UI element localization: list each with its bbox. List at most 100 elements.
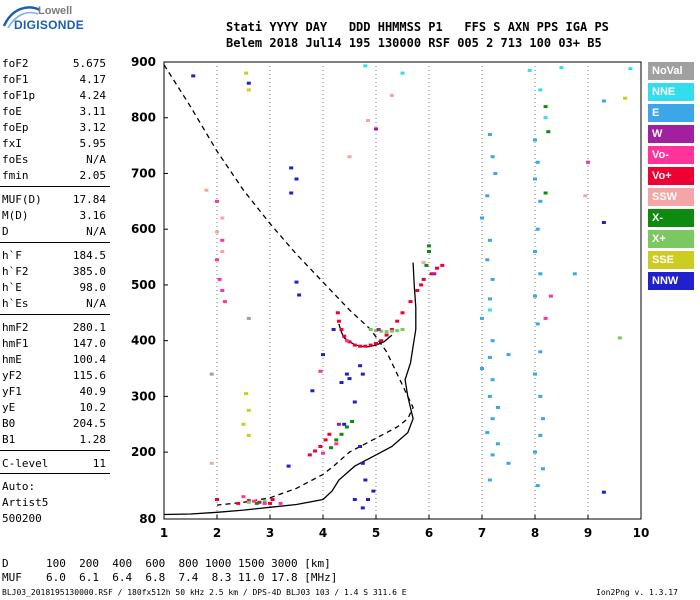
param-name: B0	[2, 417, 16, 430]
data-point	[506, 353, 511, 357]
data-point	[490, 378, 495, 382]
data-point	[400, 328, 405, 331]
param-row: hmF1 147.0	[2, 337, 106, 351]
param-row: B0 204.5	[2, 417, 106, 431]
legend-item: W	[648, 125, 694, 143]
data-point	[487, 297, 492, 301]
param-row: h`E 98.0	[2, 281, 106, 295]
param-value: 280.1	[72, 321, 106, 334]
plot-frame	[163, 61, 642, 520]
param-divider	[0, 242, 110, 243]
data-point	[490, 277, 495, 281]
data-point	[490, 155, 495, 159]
legend-item: X+	[648, 230, 694, 248]
data-point	[360, 461, 365, 465]
data-point	[533, 294, 537, 298]
data-point	[419, 283, 424, 287]
y-tick-label: 400	[131, 334, 156, 348]
data-point	[527, 68, 532, 72]
data-point	[310, 389, 315, 393]
data-point	[376, 328, 381, 331]
auto-label: Auto:	[2, 480, 36, 493]
data-point	[363, 478, 368, 482]
data-point	[352, 400, 357, 404]
data-point	[546, 130, 551, 134]
param-row: foF2 5.675	[2, 57, 106, 71]
param-row: C-level 11	[2, 457, 106, 471]
data-point	[336, 422, 341, 426]
data-point	[538, 88, 543, 92]
data-point	[246, 81, 251, 85]
footer-info: BLJ03_2018195130000.RSF / 180fx512h 50 k…	[2, 588, 407, 597]
param-row: B1 1.28	[2, 433, 106, 447]
data-point	[236, 501, 241, 505]
data-point	[321, 353, 325, 357]
data-point	[335, 311, 340, 315]
footer-muf-label: MUF	[2, 571, 22, 584]
data-point	[360, 506, 365, 510]
data-point	[628, 67, 633, 71]
data-point	[395, 319, 400, 323]
param-value: 147.0	[72, 337, 106, 350]
param-row: fxI 5.95	[2, 137, 106, 151]
data-point	[395, 329, 400, 333]
data-point	[538, 272, 543, 276]
data-point	[374, 341, 378, 345]
data-point	[204, 188, 209, 192]
data-point	[429, 272, 434, 276]
legend-item: X-	[648, 209, 694, 227]
data-point	[215, 230, 219, 234]
data-point	[480, 216, 484, 220]
data-point	[601, 490, 606, 494]
legend-item: NNE	[648, 83, 694, 101]
data-point	[344, 372, 349, 376]
param-value: N/A	[86, 225, 106, 238]
param-value: 3.16	[79, 209, 107, 222]
data-point	[421, 261, 426, 265]
data-point	[363, 64, 368, 68]
data-point	[480, 367, 484, 370]
data-point	[487, 394, 492, 398]
data-point	[572, 272, 577, 276]
data-point	[244, 392, 249, 396]
header-line-2: Belem 2018 Jul14 195 130000 RSF 005 2 71…	[226, 36, 602, 50]
data-point	[366, 119, 370, 122]
data-point	[400, 311, 405, 315]
param-value: N/A	[86, 153, 106, 166]
data-point	[339, 432, 344, 436]
data-point	[286, 464, 291, 468]
param-value: 5.675	[72, 57, 106, 70]
data-point	[220, 289, 225, 292]
param-name: yF1	[2, 385, 22, 398]
legend-item: NNW	[648, 272, 694, 290]
data-point	[289, 191, 294, 195]
data-point	[538, 394, 543, 398]
data-point	[617, 336, 622, 340]
data-point	[318, 369, 323, 373]
param-name: foE	[2, 105, 22, 118]
data-point	[270, 498, 275, 501]
data-point	[323, 438, 328, 442]
param-value: 1.28	[79, 433, 107, 446]
data-point	[490, 417, 495, 421]
data-point	[209, 461, 214, 465]
data-point	[543, 105, 548, 109]
x-tick-label: 1	[160, 526, 168, 540]
data-point	[331, 328, 336, 331]
y-tick-label: 600	[131, 222, 156, 236]
param-row: yE 10.2	[2, 401, 106, 415]
x-tick-label: 7	[478, 526, 486, 540]
data-point	[384, 330, 389, 334]
data-point	[366, 498, 370, 501]
data-point	[241, 495, 246, 499]
data-point	[548, 294, 553, 298]
data-point	[495, 406, 500, 409]
data-point	[533, 450, 537, 454]
param-name: fxI	[2, 137, 22, 150]
param-name: hmE	[2, 353, 22, 366]
logo-digisonde-text: DIGISONDE	[14, 18, 85, 32]
data-point	[334, 442, 339, 446]
data-point	[209, 372, 214, 376]
param-divider	[0, 186, 110, 187]
